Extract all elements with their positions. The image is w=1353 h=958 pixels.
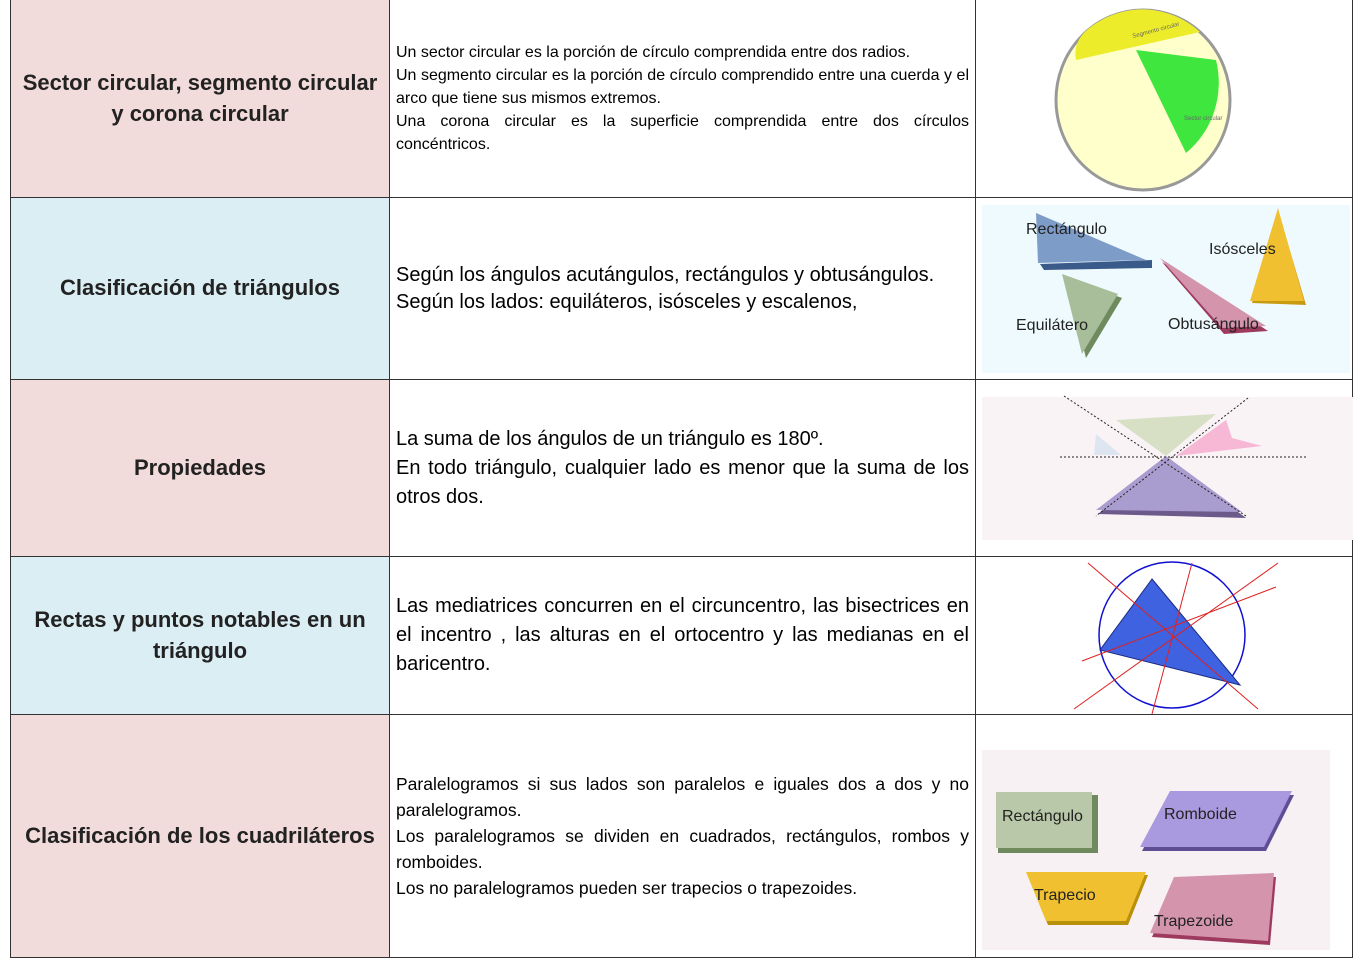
paragraph: Según los ángulos acutángulos, rectángul… bbox=[396, 263, 935, 286]
figure-label: Rectángulo bbox=[1026, 221, 1107, 238]
paragraph: En todo triángulo, cualquier lado es men… bbox=[396, 456, 969, 508]
paragraph: Según los lados: equiláteros, isósceles … bbox=[396, 290, 858, 313]
triangle bbox=[1099, 578, 1242, 686]
triangle bbox=[1036, 213, 1146, 263]
rectangle bbox=[996, 792, 1092, 848]
description-cell: Paralelogramos si sus lados son paralelo… bbox=[390, 715, 976, 958]
trapezoid bbox=[1026, 872, 1146, 921]
figure-cell: Rectángulo Romboide Trapecio Trapezoide bbox=[976, 715, 1353, 958]
topic-cell: Propiedades bbox=[10, 380, 390, 557]
topic: Clasificación de triángulos bbox=[60, 275, 340, 301]
triangle bbox=[1062, 274, 1118, 354]
figure-label: Romboide bbox=[1164, 806, 1237, 823]
triangle bbox=[1250, 208, 1304, 301]
topic-cell: Clasificación de los cuadriláteros bbox=[10, 715, 390, 958]
paragraph: Los no paralelogramos pueden ser trapeci… bbox=[396, 878, 858, 898]
topic: Clasificación de los cuadriláteros bbox=[25, 822, 375, 848]
rhomboid bbox=[1140, 791, 1292, 847]
paragraph: La suma de los ángulos de un triángulo e… bbox=[396, 427, 824, 450]
paragraph: Un segmento circular es la porción de cí… bbox=[396, 67, 969, 107]
figure-cell bbox=[976, 557, 1353, 715]
circumcircle bbox=[1098, 561, 1246, 709]
triangle bbox=[1096, 456, 1242, 512]
figure: Rectángulo Isósceles Equilátero Obtusáng… bbox=[982, 205, 1350, 373]
line bbox=[1151, 562, 1193, 715]
topic-cell: Rectas y puntos notables en un triángulo bbox=[10, 557, 390, 715]
description-cell: Las mediatrices concurren en el circunce… bbox=[390, 557, 976, 715]
figure-cell bbox=[976, 380, 1353, 557]
figure-label: Obtusángulo bbox=[1168, 316, 1259, 333]
figure-cell: Rectángulo Isósceles Equilátero Obtusáng… bbox=[976, 198, 1353, 380]
figure-label: Rectángulo bbox=[1002, 808, 1083, 825]
topic-cell: Sector circular, segmento circular y cor… bbox=[10, 0, 390, 198]
trapezoid bbox=[1150, 873, 1274, 941]
paragraph: Paralelogramos si sus lados son paralelo… bbox=[396, 774, 969, 820]
line bbox=[1081, 586, 1277, 662]
paragraph: Las mediatrices concurren en el circunce… bbox=[396, 595, 969, 675]
figure-label: Equilátero bbox=[1016, 317, 1088, 334]
dotted-line bbox=[1095, 397, 1249, 517]
figure bbox=[982, 395, 1353, 540]
topic-cell: Clasificación de triángulos bbox=[10, 198, 390, 380]
topic: Sector circular, segmento circular y cor… bbox=[22, 69, 378, 126]
triangle bbox=[1160, 258, 1266, 328]
topic: Propiedades bbox=[133, 454, 267, 480]
sector bbox=[1136, 50, 1219, 153]
figure-label: Isósceles bbox=[1209, 241, 1276, 258]
segment bbox=[1075, 9, 1200, 60]
angle bbox=[1116, 414, 1216, 456]
description-cell: Un sector circular es la porción de círc… bbox=[390, 0, 976, 198]
paragraph: Un sector circular es la porción de círc… bbox=[396, 44, 911, 61]
dotted-line bbox=[1063, 395, 1247, 517]
description-cell: Según los ángulos acutángulos, rectángul… bbox=[390, 198, 976, 380]
figure: Segmento circular Sector circular bbox=[1054, 8, 1232, 192]
description-cell: La suma de los ángulos de un triángulo e… bbox=[390, 380, 976, 557]
figure bbox=[1073, 561, 1279, 715]
figure-label: Trapecio bbox=[1034, 887, 1096, 904]
figure: Rectángulo Romboide Trapecio Trapezoide bbox=[982, 750, 1330, 950]
shadow bbox=[1040, 260, 1152, 270]
paragraph: Una corona circular es la superficie com… bbox=[396, 113, 969, 153]
figure-cell: Segmento circular Sector circular bbox=[976, 0, 1353, 198]
angle bbox=[1094, 434, 1121, 455]
topic: Rectas y puntos notables en un triángulo bbox=[34, 606, 366, 663]
figure-label: Sector circular bbox=[1184, 116, 1222, 122]
line bbox=[1073, 562, 1279, 710]
angle bbox=[1176, 420, 1262, 456]
figure-label: Trapezoide bbox=[1154, 913, 1234, 930]
paragraph: Los paralelogramos se dividen en cuadrad… bbox=[396, 826, 969, 872]
